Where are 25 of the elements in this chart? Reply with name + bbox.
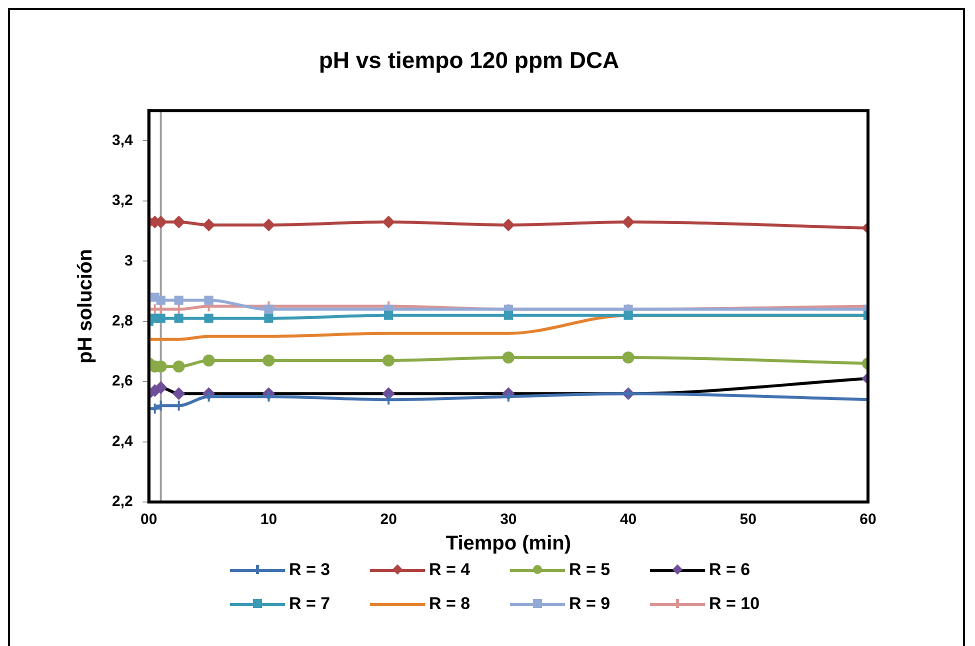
legend-label: R = 3 <box>289 560 330 580</box>
x-tick-label: 00 <box>140 511 158 528</box>
y-tick-label: 3,2 <box>112 192 133 210</box>
x-tick-label: 50 <box>740 511 756 528</box>
legend-label: R = 4 <box>429 560 470 580</box>
legend-label: R = 6 <box>709 560 750 580</box>
x-tick-label: 60 <box>860 511 876 528</box>
y-tick-label: 3,4 <box>112 132 134 149</box>
x-tick-label: 20 <box>380 511 397 528</box>
x-tick-label: 40 <box>620 511 637 528</box>
x-tick-label: 30 <box>500 511 517 528</box>
y-tick-label: 2,4 <box>112 432 134 450</box>
legend-label: R = 7 <box>289 594 330 614</box>
y-tick-label: 2,6 <box>112 372 133 390</box>
legend-label: R = 9 <box>569 594 610 614</box>
y-axis-title: pH solución <box>74 249 97 364</box>
legend-label: R = 8 <box>429 594 470 614</box>
y-tick-label: 2,2 <box>112 493 133 510</box>
legend-label: R = 10 <box>709 594 760 614</box>
chart-title: pH vs tiempo 120 ppm DCA <box>318 47 620 74</box>
y-tick-label: 3 <box>124 252 133 270</box>
x-tick-label: 10 <box>260 511 278 528</box>
y-tick-label: 2,8 <box>112 312 133 330</box>
legend-label: R = 5 <box>569 560 610 580</box>
x-axis-title: Tiempo (min) <box>446 532 572 555</box>
